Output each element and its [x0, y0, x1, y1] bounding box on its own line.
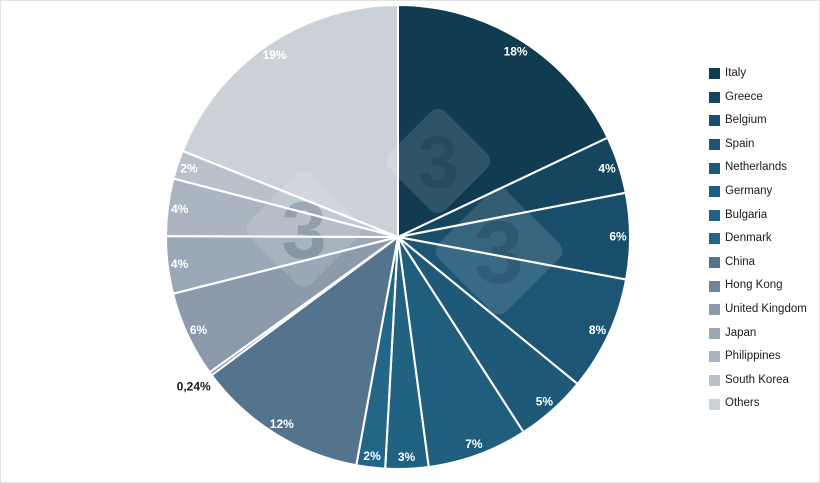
legend-swatch-icon — [709, 398, 720, 410]
legend-label: Hong Kong — [725, 279, 783, 292]
legend-label: Denmark — [725, 232, 772, 245]
legend-item-belgium: Belgium — [709, 109, 807, 133]
pie-slice-china — [211, 237, 398, 466]
legend-item-japan: Japan — [709, 322, 807, 346]
legend-item-united-kingdom: United Kingdom — [709, 298, 807, 322]
slice-label-bulgaria: 3% — [398, 450, 416, 464]
legend-swatch-icon — [709, 351, 720, 363]
slice-label-united-kingdom: 6% — [190, 323, 208, 337]
legend: Italy Greece Belgium Spain Netherlands German… — [709, 62, 807, 416]
slice-label-greece: 4% — [598, 162, 616, 176]
legend-swatch-icon — [709, 209, 720, 221]
pie-slice-border — [397, 236, 525, 468]
legend-item-philippines: Philippines — [709, 345, 807, 369]
legend-label: Japan — [725, 326, 757, 339]
pie-slice-others — [182, 5, 398, 237]
legend-swatch-icon — [709, 375, 720, 387]
legend-swatch-icon — [709, 186, 720, 198]
slice-label-china: 12% — [270, 417, 294, 431]
pie-slice-netherlands — [398, 237, 578, 433]
watermark-diamond-icon — [246, 171, 362, 287]
legend-swatch-icon — [709, 162, 720, 174]
watermark-diamond-icon — [385, 108, 491, 214]
slice-label-japan: 4% — [171, 257, 189, 271]
legend-item-hong-kong: Hong Kong — [709, 274, 807, 298]
legend-item-germany: Germany — [709, 180, 807, 204]
legend-label: United Kingdom — [725, 302, 807, 315]
legend-item-others: Others — [709, 392, 807, 416]
pie-slice-italy — [398, 5, 608, 237]
legend-label: Germany — [725, 185, 773, 198]
legend-item-denmark: Denmark — [709, 227, 807, 251]
legend-swatch-icon — [709, 139, 720, 151]
legend-item-bulgaria: Bulgaria — [709, 204, 807, 228]
legend-swatch-icon — [709, 115, 720, 127]
legend-swatch-icon — [709, 304, 720, 316]
legend-label: Netherlands — [725, 161, 788, 174]
legend-item-greece: Greece — [709, 86, 807, 110]
legend-item-south-korea: South Korea — [709, 369, 807, 393]
pie-slice-germany — [398, 237, 524, 467]
slice-label-netherlands: 5% — [536, 395, 554, 409]
slice-label-others: 19% — [263, 48, 287, 62]
legend-label: Italy — [725, 67, 747, 80]
slice-label-hong-kong: 0,24% — [177, 380, 211, 394]
legend-item-italy: Italy — [709, 62, 807, 86]
pie-slice-bulgaria — [385, 237, 429, 470]
slice-label-denmark: 2% — [363, 449, 381, 463]
slice-label-spain: 8% — [589, 323, 607, 337]
legend-swatch-icon — [709, 233, 720, 245]
pie-slice-border — [397, 236, 628, 385]
legend-swatch-icon — [709, 68, 720, 80]
watermark-3-glyph: 3 — [417, 121, 458, 204]
legend-label: Bulgaria — [725, 208, 768, 221]
legend-label: Greece — [725, 90, 763, 103]
pie-slice-border — [181, 4, 399, 238]
pie-slice-united-kingdom — [173, 237, 398, 373]
pie-slice-border — [397, 4, 609, 238]
slice-label-germany: 7% — [465, 437, 483, 451]
legend-item-china: China — [709, 251, 807, 275]
slice-label-philippines: 4% — [171, 202, 189, 216]
legend-item-spain: Spain — [709, 133, 807, 157]
watermark-diamond-icon — [435, 187, 563, 315]
legend-swatch-icon — [709, 91, 720, 103]
legend-label: Philippines — [725, 350, 781, 363]
legend-label: South Korea — [725, 373, 789, 386]
legend-label: Spain — [725, 137, 755, 150]
pie-slice-japan — [165, 236, 398, 294]
pie-slice-border — [210, 236, 399, 467]
legend-item-netherlands: Netherlands — [709, 156, 807, 180]
legend-label: Others — [725, 397, 760, 410]
pie-slice-greece — [398, 137, 626, 237]
slice-label-belgium: 6% — [609, 230, 627, 244]
pie-slice-spain — [398, 237, 627, 384]
legend-label: Belgium — [725, 114, 767, 127]
pie-slice-belgium — [398, 192, 631, 280]
legend-swatch-icon — [709, 327, 720, 339]
legend-swatch-icon — [709, 257, 720, 269]
slice-label-south-korea: 2% — [180, 162, 198, 176]
slice-label-italy: 18% — [504, 44, 528, 58]
legend-swatch-icon — [709, 280, 720, 292]
legend-label: China — [725, 255, 756, 268]
